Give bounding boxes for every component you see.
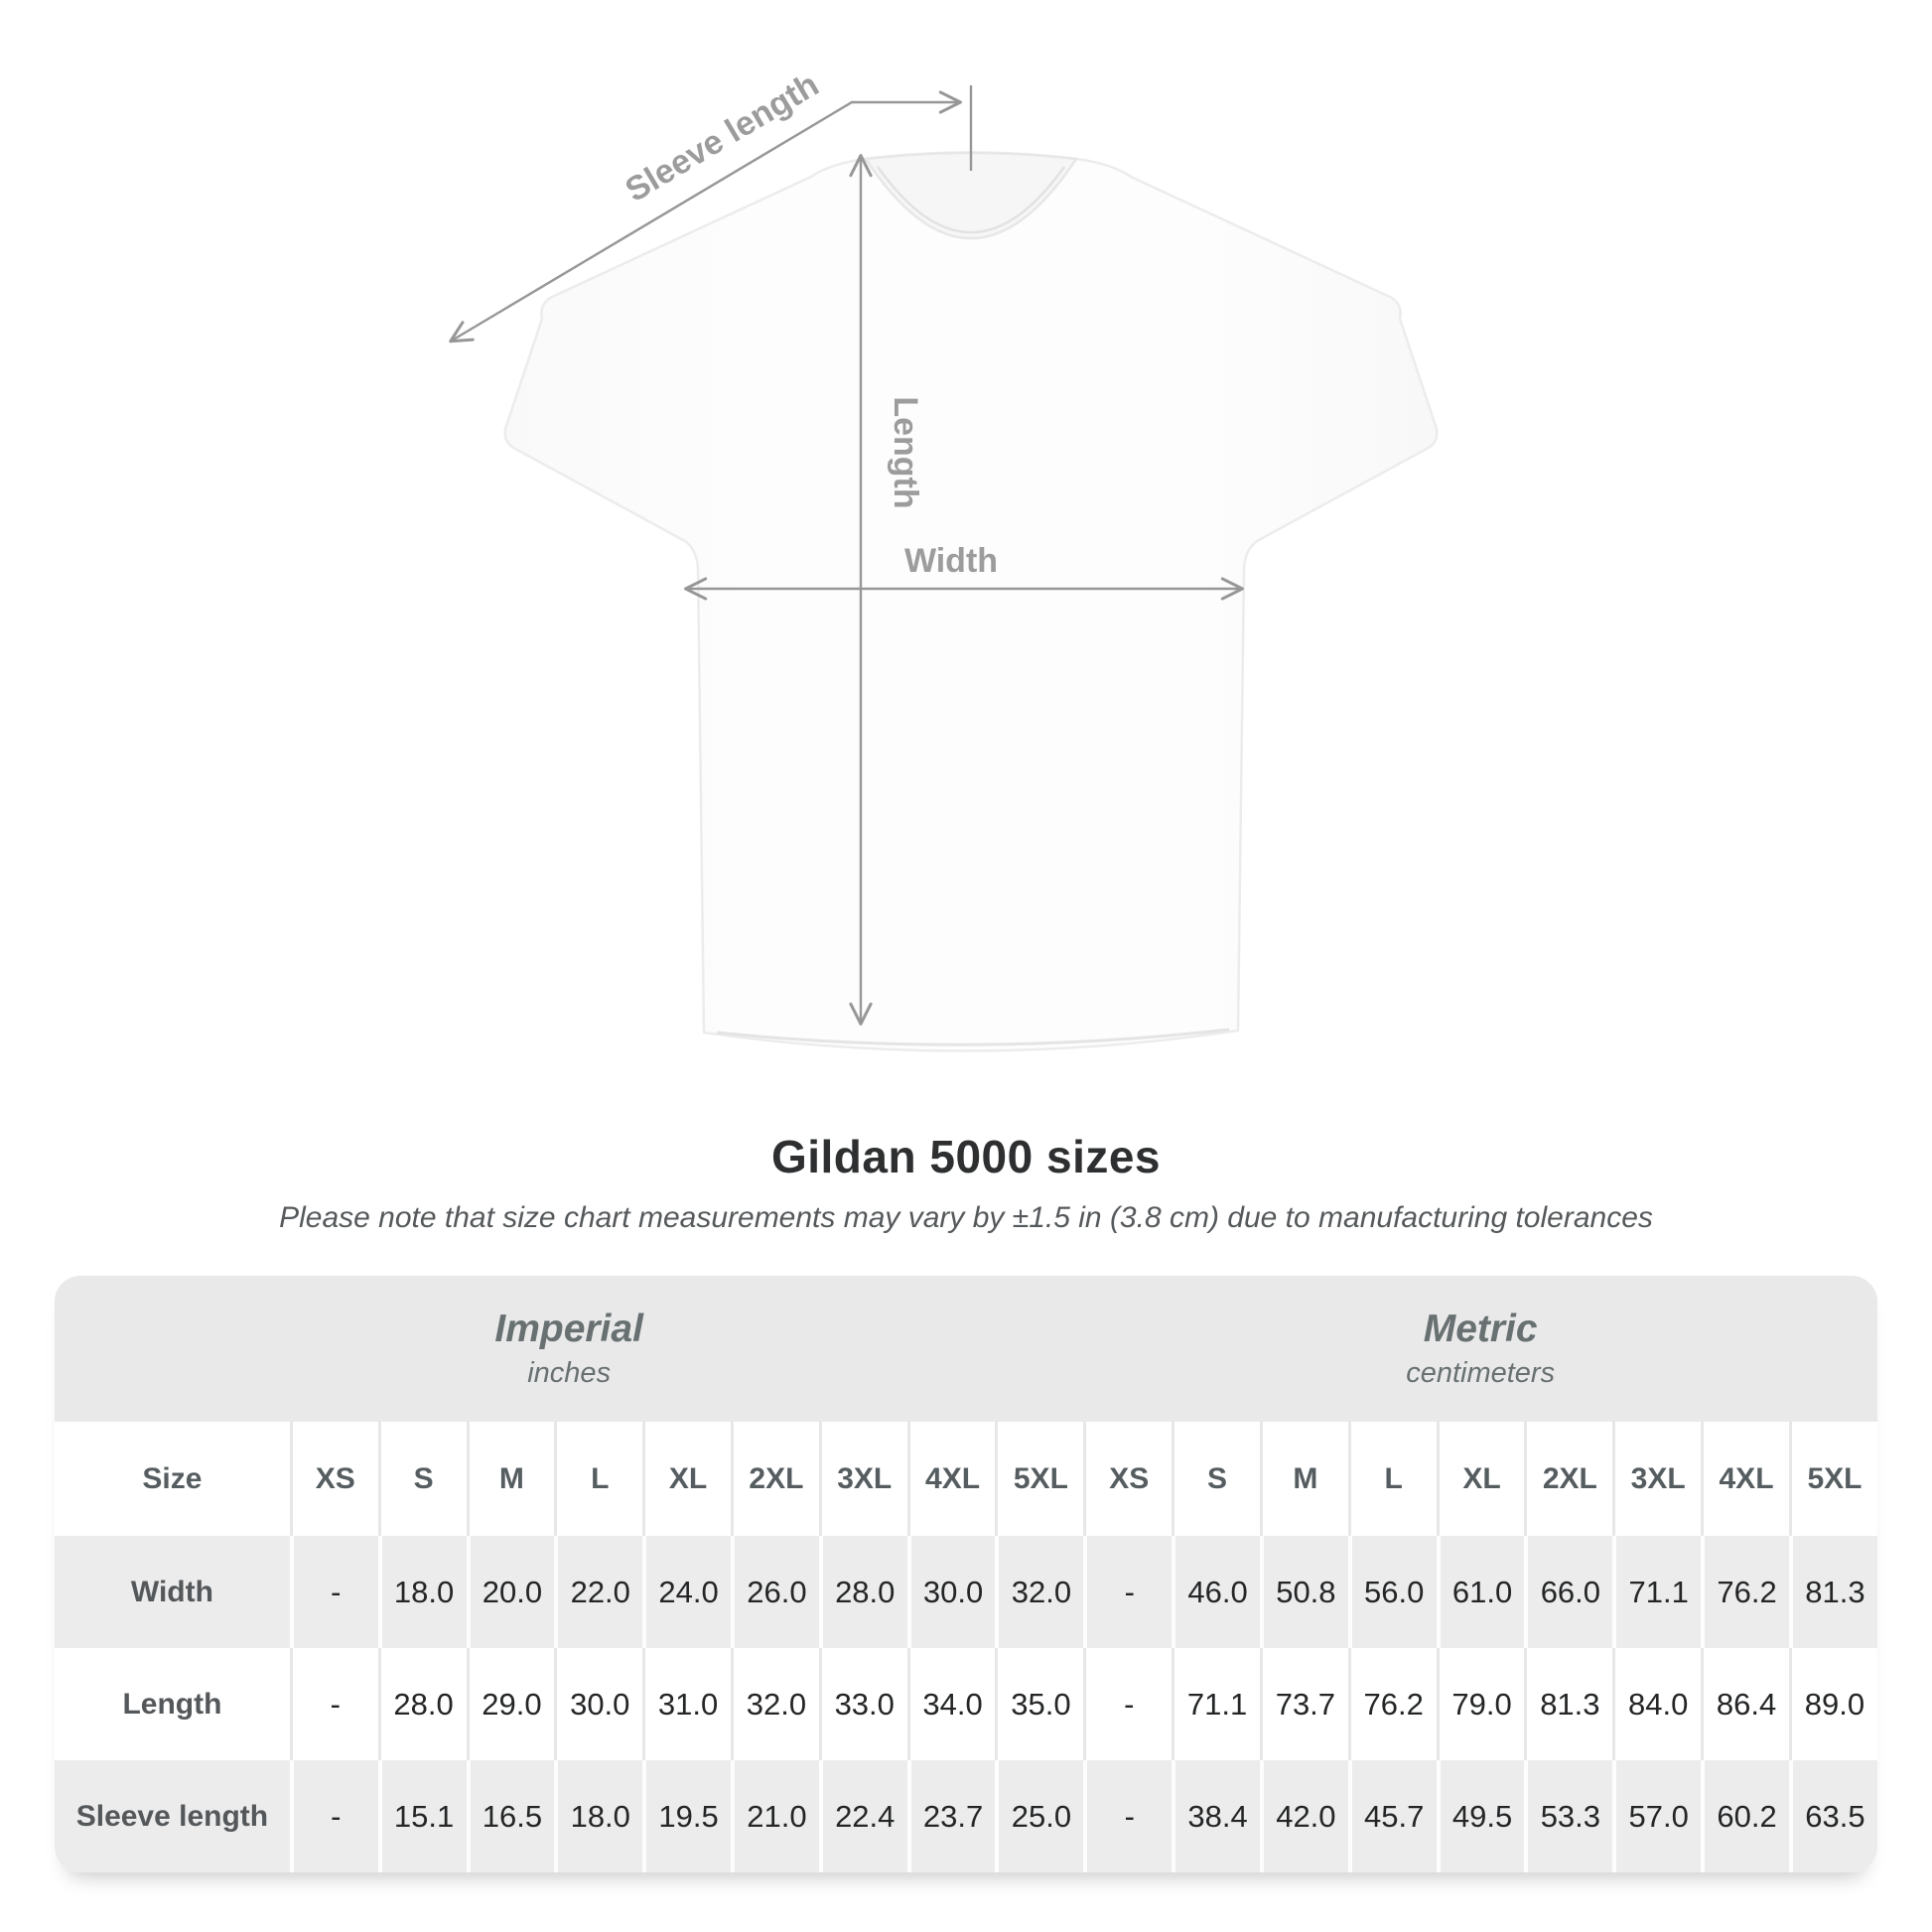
cell: 21.0	[731, 1760, 819, 1872]
tshirt-body	[503, 151, 1439, 1052]
cell: 42.0	[1259, 1760, 1348, 1872]
cell: -	[1083, 1760, 1173, 1872]
size-met-l: L	[1347, 1422, 1437, 1536]
width-row: Width - 18.0 20.0 22.0 24.0 26.0 28.0 30…	[55, 1536, 1877, 1648]
cell: 81.3	[1524, 1648, 1613, 1760]
tshirt-hem-seam	[716, 1028, 1230, 1046]
cell: 23.7	[906, 1760, 996, 1872]
cell: 61.0	[1436, 1536, 1525, 1648]
size-imp-xs: XS	[289, 1422, 378, 1536]
page-subtitle: Please note that size chart measurements…	[279, 1201, 1653, 1234]
size-imp-2xl: 2XL	[731, 1422, 819, 1536]
size-met-xs: XS	[1083, 1422, 1173, 1536]
metric-unit: centimeters	[1406, 1357, 1556, 1390]
cell: 84.0	[1612, 1648, 1702, 1760]
page-title: Gildan 5000 sizes	[770, 1131, 1162, 1182]
cell: 45.7	[1347, 1760, 1437, 1872]
cell: 71.1	[1612, 1536, 1702, 1648]
size-imp-3xl: 3XL	[818, 1422, 907, 1536]
cell: 19.5	[642, 1760, 731, 1872]
length-row: Length - 28.0 29.0 30.0 31.0 32.0 33.0 3…	[55, 1648, 1877, 1760]
cell: 60.2	[1701, 1760, 1789, 1872]
size-imp-m: M	[466, 1422, 555, 1536]
width-label: Width	[904, 542, 998, 580]
cell: 71.1	[1172, 1648, 1260, 1760]
cell: 20.0	[466, 1536, 555, 1648]
size-column-header: Size	[55, 1422, 290, 1536]
cell: 66.0	[1524, 1536, 1613, 1648]
size-header-row: Size XS S M L XL 2XL 3XL 4XL 5XL XS S M …	[55, 1422, 1877, 1536]
size-met-2xl: 2XL	[1524, 1422, 1613, 1536]
cell: 76.2	[1701, 1536, 1789, 1648]
size-met-5xl: 5XL	[1788, 1422, 1877, 1536]
cell: 38.4	[1172, 1760, 1260, 1872]
cell: 73.7	[1259, 1648, 1348, 1760]
size-imp-xl: XL	[642, 1422, 731, 1536]
cell: 32.0	[995, 1536, 1084, 1648]
cell: 49.5	[1436, 1760, 1525, 1872]
cell: 50.8	[1259, 1536, 1348, 1648]
cell: 30.0	[906, 1536, 996, 1648]
cell: -	[289, 1536, 378, 1648]
size-met-xl: XL	[1436, 1422, 1525, 1536]
cell: 22.0	[554, 1536, 643, 1648]
size-chart-table-container: Imperial inches Metric centimeters Size …	[55, 1276, 1877, 1872]
cell: 89.0	[1788, 1648, 1877, 1760]
row-label-length: Length	[55, 1648, 290, 1760]
cell: 79.0	[1436, 1648, 1525, 1760]
cell: 28.0	[377, 1648, 467, 1760]
unit-group-imperial: Imperial inches	[55, 1276, 1084, 1422]
cell: 18.0	[377, 1536, 467, 1648]
cell: 56.0	[1347, 1536, 1437, 1648]
cell: 57.0	[1612, 1760, 1702, 1872]
imperial-unit: inches	[527, 1357, 612, 1390]
cell: -	[289, 1760, 378, 1872]
sleeve-length-row: Sleeve length - 15.1 16.5 18.0 19.5 21.0…	[55, 1760, 1877, 1872]
imperial-label: Imperial	[494, 1307, 643, 1350]
cell: 86.4	[1701, 1648, 1789, 1760]
metric-label: Metric	[1423, 1307, 1538, 1350]
row-label-width: Width	[55, 1536, 290, 1648]
cell: 31.0	[642, 1648, 731, 1760]
cell: 30.0	[554, 1648, 643, 1760]
cell: 15.1	[377, 1760, 467, 1872]
cell: -	[1083, 1648, 1173, 1760]
cell: 29.0	[466, 1648, 555, 1760]
cell: 28.0	[818, 1536, 907, 1648]
cell: 81.3	[1788, 1536, 1877, 1648]
cell: -	[289, 1648, 378, 1760]
cell: 35.0	[995, 1648, 1084, 1760]
cell: 26.0	[731, 1536, 819, 1648]
unit-groups-row: Imperial inches Metric centimeters	[55, 1276, 1877, 1422]
size-chart-table: Imperial inches Metric centimeters Size …	[55, 1276, 1877, 1872]
size-imp-s: S	[377, 1422, 467, 1536]
cell: 76.2	[1347, 1648, 1437, 1760]
cell: -	[1083, 1536, 1173, 1648]
size-met-s: S	[1172, 1422, 1260, 1536]
sleeve-length-arrow	[449, 90, 962, 344]
row-label-sleeve-length: Sleeve length	[55, 1760, 290, 1872]
size-imp-l: L	[554, 1422, 643, 1536]
size-met-4xl: 4XL	[1701, 1422, 1789, 1536]
size-met-3xl: 3XL	[1612, 1422, 1702, 1536]
cell: 24.0	[642, 1536, 731, 1648]
size-imp-5xl: 5XL	[995, 1422, 1084, 1536]
cell: 63.5	[1788, 1760, 1877, 1872]
cell: 33.0	[818, 1648, 907, 1760]
cell: 25.0	[995, 1760, 1084, 1872]
cell: 46.0	[1172, 1536, 1260, 1648]
tshirt-measurement-diagram: Sleeve length Length Width	[449, 66, 1439, 1052]
cell: 53.3	[1524, 1760, 1613, 1872]
cell: 34.0	[906, 1648, 996, 1760]
cell: 32.0	[731, 1648, 819, 1760]
cell: 22.4	[818, 1760, 907, 1872]
size-met-m: M	[1259, 1422, 1348, 1536]
length-label: Length	[887, 396, 924, 508]
size-imp-4xl: 4XL	[906, 1422, 996, 1536]
cell: 16.5	[466, 1760, 555, 1872]
cell: 18.0	[554, 1760, 643, 1872]
unit-group-metric: Metric centimeters	[1083, 1276, 1877, 1422]
